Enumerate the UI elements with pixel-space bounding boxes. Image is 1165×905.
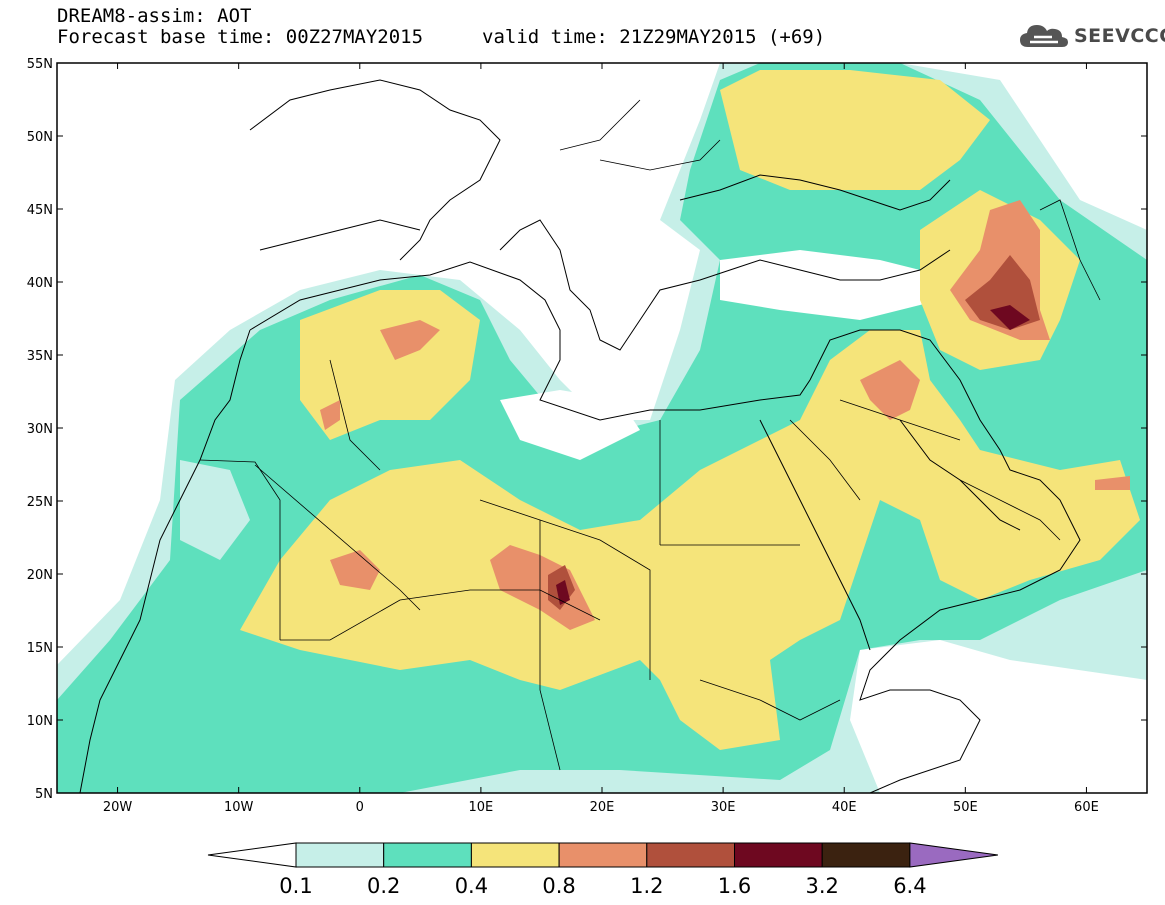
coastlines — [79, 79, 1081, 793]
legend-color-box — [558, 842, 648, 868]
map-title: DREAM8-assim: AOT — [57, 5, 252, 27]
legend-over-triangle — [909, 842, 998, 868]
legend-label: 0.8 — [542, 874, 575, 898]
legend-color-box — [470, 842, 560, 868]
valid-time: valid time: 21Z29MAY2015 (+69) — [482, 26, 826, 48]
legend-color-box — [646, 842, 735, 868]
legend-label: 6.4 — [893, 874, 926, 898]
lat-tick-label: 5N — [35, 787, 53, 802]
lon-tick-label: 20W — [103, 800, 133, 815]
legend-color-box — [295, 842, 385, 868]
lat-tick-label: 45N — [27, 203, 53, 218]
aot-field — [57, 63, 1147, 793]
legend-label: 0.2 — [367, 874, 400, 898]
legend-color-box — [821, 842, 911, 868]
seevccc-logo: SEEVCCC — [1018, 22, 1165, 50]
lat-tick-label: 35N — [27, 349, 53, 364]
legend-under-triangle — [207, 842, 297, 868]
legend-color-box — [734, 842, 823, 868]
lon-tick-label: 60E — [1074, 800, 1099, 815]
cloud-icon — [1020, 25, 1068, 47]
legend-label: 1.6 — [718, 874, 751, 898]
lat-tick-label: 15N — [27, 641, 53, 656]
lon-tick-label: 30E — [711, 800, 736, 815]
country-borders — [199, 99, 1101, 771]
axis-ticks: 55N 50N 45N 40N 35N 30N 25N 20N 15N 10N 5N 20W 10W 0 1… — [27, 57, 1147, 815]
legend-label: 0.1 — [279, 874, 312, 898]
lat-tick-label: 30N — [27, 422, 53, 437]
lat-tick-label: 20N — [27, 568, 53, 583]
lon-tick-label: 0 — [356, 800, 364, 815]
forecast-base-time: Forecast base time: 00Z27MAY2015 — [57, 26, 424, 48]
lat-tick-label: 50N — [27, 130, 53, 145]
legend-label: 3.2 — [805, 874, 838, 898]
lat-tick-label: 40N — [27, 276, 53, 291]
lat-tick-label: 25N — [27, 495, 53, 510]
lon-tick-label: 10E — [469, 800, 494, 815]
legend-label: 0.4 — [455, 874, 488, 898]
legend-color-box — [383, 842, 472, 868]
lat-tick-label: 10N — [27, 714, 53, 729]
lon-tick-label: 40E — [832, 800, 857, 815]
lon-tick-label: 10W — [224, 800, 254, 815]
lat-tick-label: 55N — [27, 57, 53, 72]
lon-tick-label: 20E — [590, 800, 615, 815]
lon-tick-label: 50E — [953, 800, 978, 815]
legend-label: 1.2 — [630, 874, 663, 898]
logo-text: SEEVCCC — [1074, 25, 1165, 47]
